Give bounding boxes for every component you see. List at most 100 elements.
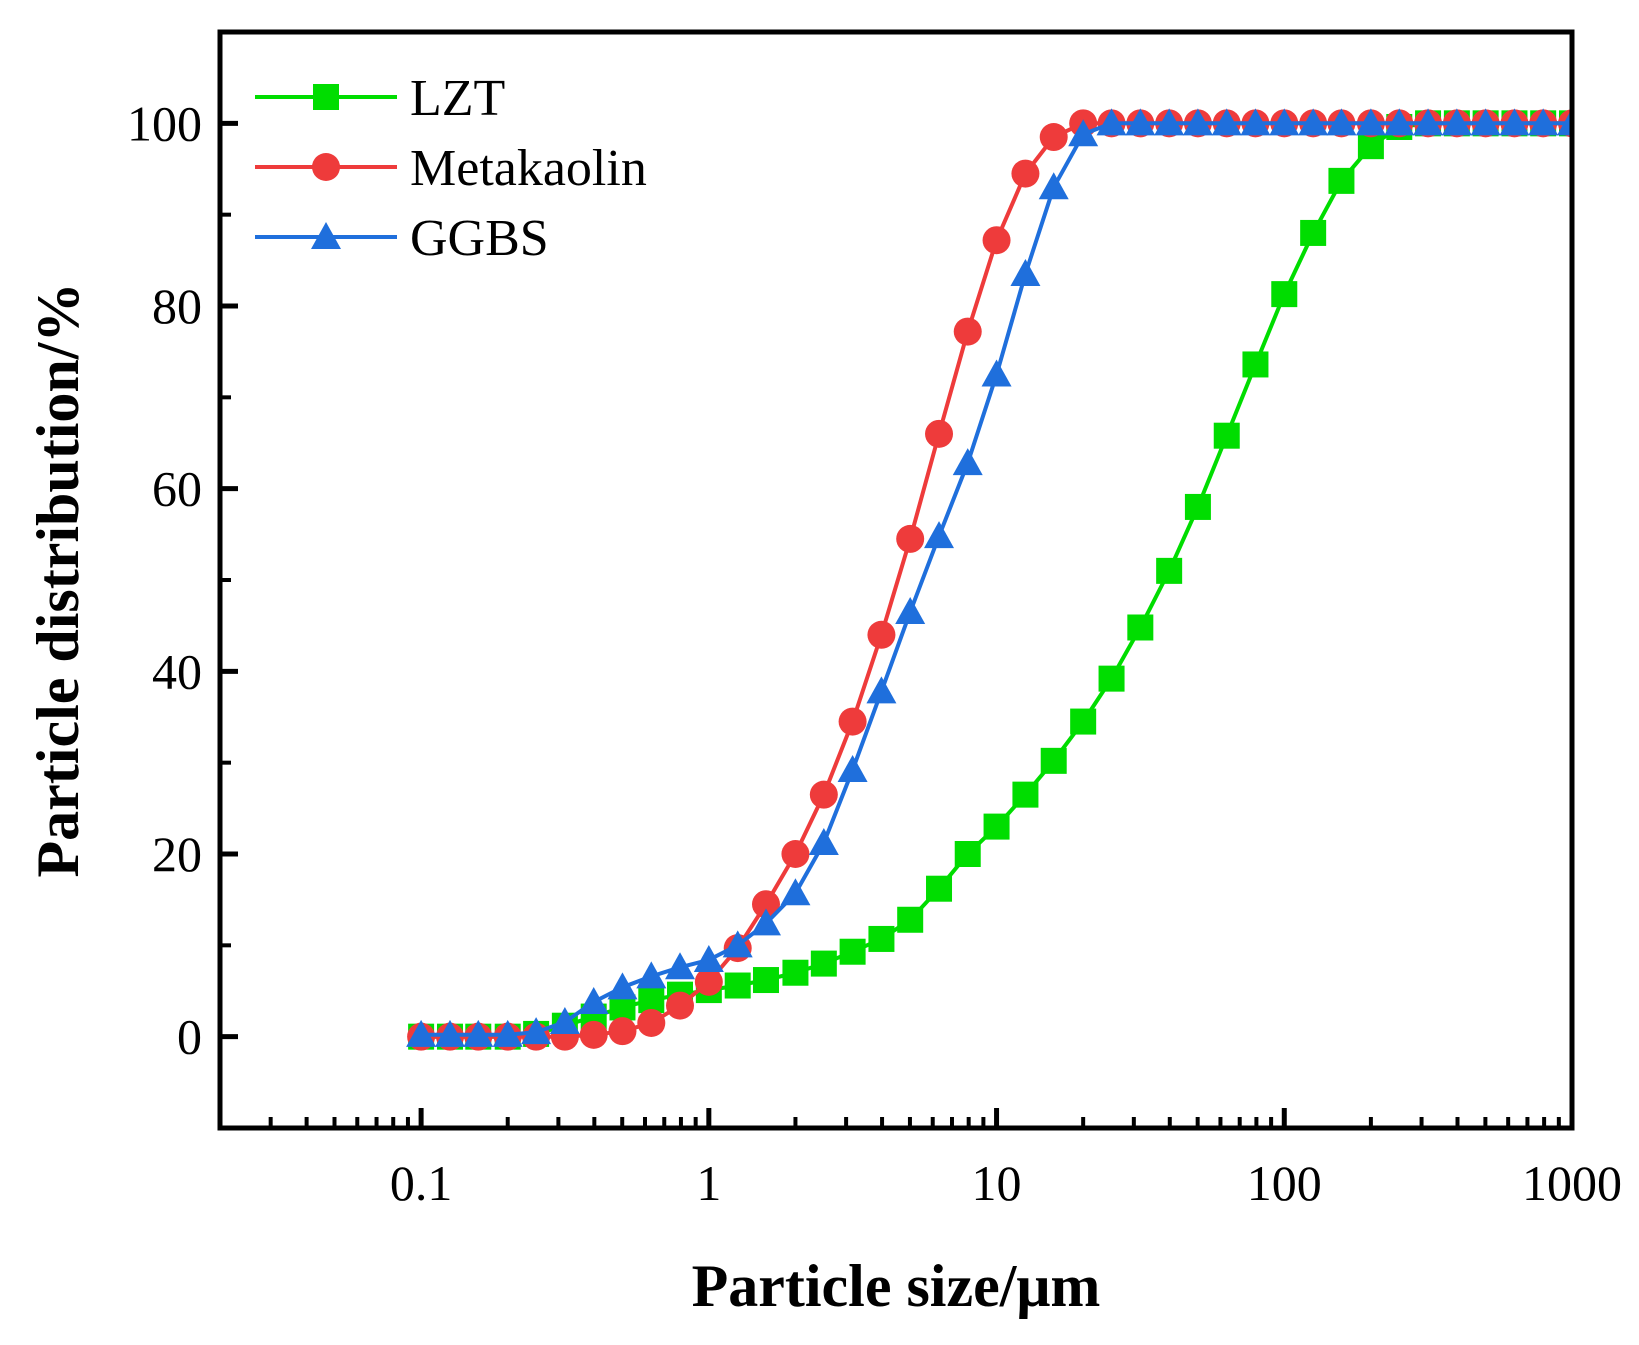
- data-point-metakaolin: [608, 1017, 637, 1046]
- data-point-ggbs: [1182, 108, 1213, 136]
- data-point-ggbs: [1154, 108, 1185, 136]
- data-point-ggbs: [895, 596, 926, 624]
- data-point-metakaolin: [867, 620, 896, 649]
- data-point-lzt: [1012, 781, 1039, 808]
- data-point-ggbs: [780, 878, 811, 906]
- data-point-metakaolin: [637, 1008, 666, 1037]
- data-point-metakaolin: [953, 317, 982, 346]
- data-point-metakaolin: [896, 524, 925, 553]
- data-point-ggbs: [1355, 108, 1386, 136]
- data-point-ggbs: [952, 448, 983, 476]
- legend-marker-metakaolin: [312, 153, 340, 181]
- y-tick-label: 100: [127, 95, 202, 151]
- data-point-lzt: [1213, 422, 1240, 449]
- data-point-lzt: [752, 967, 779, 994]
- data-point-lzt: [638, 987, 665, 1014]
- y-axis: 0 20 40 60 80 100: [127, 95, 238, 1065]
- data-point-ggbs: [866, 676, 897, 704]
- data-point-ggbs: [1413, 108, 1444, 136]
- data-point-ggbs: [924, 521, 955, 549]
- data-point-ggbs: [492, 1019, 523, 1047]
- data-point-lzt: [926, 875, 953, 902]
- data-point-metakaolin: [982, 226, 1011, 255]
- data-point-ggbs: [808, 828, 839, 856]
- data-point-ggbs: [665, 952, 696, 980]
- data-point-ggbs: [1269, 108, 1300, 136]
- y-tick-label: 0: [177, 1009, 202, 1065]
- data-point-metakaolin: [809, 780, 838, 809]
- data-point-metakaolin: [666, 991, 695, 1020]
- data-point-lzt: [839, 938, 866, 965]
- data-point-ggbs: [1499, 108, 1530, 136]
- data-point-ggbs: [607, 972, 638, 1000]
- data-point-lzt: [1156, 557, 1183, 584]
- series-line-ggbs: [421, 121, 1572, 1037]
- data-point-ggbs: [1125, 108, 1156, 136]
- series-line-metakaolin: [421, 121, 1572, 1039]
- data-point-lzt: [1328, 167, 1355, 194]
- data-point-ggbs: [406, 1019, 437, 1047]
- data-point-lzt: [954, 841, 981, 867]
- data-point-ggbs: [1240, 108, 1271, 136]
- data-point-ggbs: [1068, 119, 1099, 147]
- data-point-lzt: [1300, 219, 1327, 246]
- data-point-lzt: [724, 972, 751, 999]
- data-point-ggbs: [549, 1007, 580, 1035]
- series-ggbs: [406, 108, 1572, 1047]
- data-point-ggbs: [722, 930, 753, 958]
- y-tick-label: 40: [152, 643, 202, 699]
- data-point-ggbs: [693, 944, 724, 972]
- data-point-lzt: [1271, 281, 1298, 308]
- x-tick-label: 0.1: [390, 1155, 453, 1211]
- data-point-ggbs: [1384, 108, 1415, 136]
- data-point-lzt: [810, 950, 837, 977]
- data-point-ggbs: [1010, 259, 1041, 287]
- data-point-lzt: [1070, 708, 1097, 735]
- data-point-metakaolin: [1011, 159, 1040, 188]
- data-point-lzt: [897, 906, 924, 933]
- legend-marker-ggbs: [311, 222, 341, 249]
- data-point-ggbs: [1038, 172, 1069, 200]
- y-tick-label: 60: [152, 461, 202, 517]
- series-layer: [406, 108, 1572, 1051]
- legend-item-lzt: LZT: [255, 70, 505, 127]
- data-point-ggbs: [521, 1017, 552, 1045]
- data-point-lzt: [983, 813, 1010, 840]
- data-point-ggbs: [1557, 108, 1572, 136]
- data-point-metakaolin: [1039, 123, 1068, 152]
- data-point-ggbs: [981, 359, 1012, 387]
- x-tick-label: 1: [696, 1155, 721, 1211]
- data-point-ggbs: [1326, 108, 1357, 136]
- x-tick-label: 1000: [1522, 1155, 1622, 1211]
- data-point-metakaolin: [925, 419, 954, 448]
- data-point-lzt: [1127, 614, 1154, 641]
- data-point-metakaolin: [781, 840, 810, 868]
- data-point-ggbs: [434, 1019, 465, 1047]
- series-metakaolin: [407, 109, 1572, 1051]
- data-point-ggbs: [463, 1019, 494, 1047]
- y-tick-label: 80: [152, 278, 202, 334]
- legend-label-ggbs: GGBS: [410, 210, 549, 267]
- data-point-ggbs: [1470, 108, 1501, 136]
- data-point-ggbs: [750, 908, 781, 936]
- data-point-ggbs: [1211, 108, 1242, 136]
- x-tick-label: 10: [972, 1155, 1022, 1211]
- x-axis-title: Particle size/μm: [692, 1253, 1101, 1319]
- data-point-lzt: [1040, 747, 1067, 774]
- legend-item-ggbs: GGBS: [255, 210, 549, 267]
- data-point-lzt: [782, 959, 809, 986]
- legend-label-metakaolin: Metakaolin: [410, 140, 647, 197]
- y-tick-label: 20: [152, 826, 202, 882]
- data-point-ggbs: [578, 986, 609, 1014]
- legend-label-lzt: LZT: [410, 70, 505, 127]
- y-axis-title: Particle distribution/%: [25, 283, 91, 878]
- data-point-ggbs: [837, 754, 868, 782]
- x-tick-label: 100: [1247, 1155, 1322, 1211]
- data-point-lzt: [1242, 351, 1269, 378]
- legend-marker-lzt: [313, 84, 339, 110]
- series-line-lzt: [421, 121, 1572, 1039]
- data-point-metakaolin: [751, 890, 780, 919]
- data-point-ggbs: [636, 961, 667, 989]
- data-point-metakaolin: [694, 967, 723, 996]
